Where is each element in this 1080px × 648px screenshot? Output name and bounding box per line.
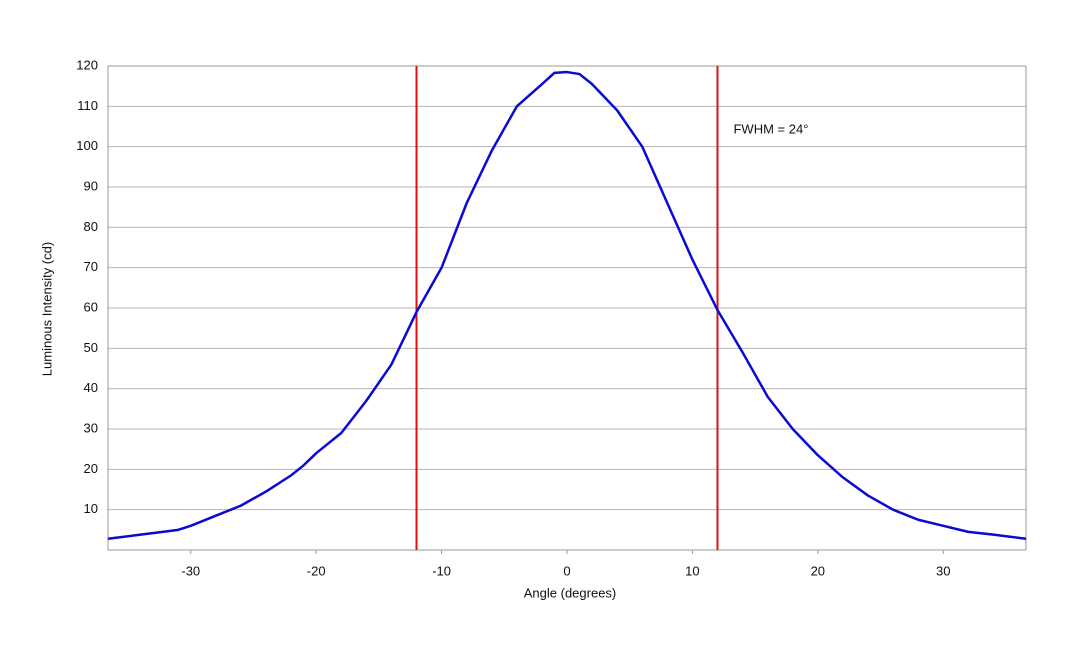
x-tick-label: -20 bbox=[307, 563, 326, 578]
y-axis-label: Luminous Intensity (cd) bbox=[39, 242, 54, 376]
x-tick-label: 10 bbox=[685, 563, 699, 578]
plot-frame bbox=[107, 65, 1027, 551]
x-tick-label: 30 bbox=[936, 563, 950, 578]
annotation: FWHM = 24° bbox=[733, 121, 808, 136]
y-tick-label: 60 bbox=[84, 299, 98, 314]
x-tick-label: -10 bbox=[432, 563, 451, 578]
y-tick-label: 100 bbox=[76, 138, 98, 153]
y-tick-label: 80 bbox=[84, 219, 98, 234]
y-tick-label: 90 bbox=[84, 178, 98, 193]
x-axis-label: Angle (degrees) bbox=[524, 585, 617, 600]
x-tick-label: 0 bbox=[563, 563, 570, 578]
x-tick-label: -30 bbox=[181, 563, 200, 578]
y-tick-label: 40 bbox=[84, 380, 98, 395]
y-tick-label: 10 bbox=[84, 501, 98, 516]
series-line bbox=[107, 70, 1027, 540]
y-tick-label: 50 bbox=[84, 340, 98, 355]
x-tick-label: 20 bbox=[811, 563, 825, 578]
y-tick-label: 110 bbox=[77, 98, 98, 113]
y-tick-label: 20 bbox=[84, 461, 98, 476]
y-tick-label: 70 bbox=[84, 259, 98, 274]
y-tick-label: 30 bbox=[84, 420, 98, 435]
y-tick-label: 120 bbox=[76, 57, 98, 72]
